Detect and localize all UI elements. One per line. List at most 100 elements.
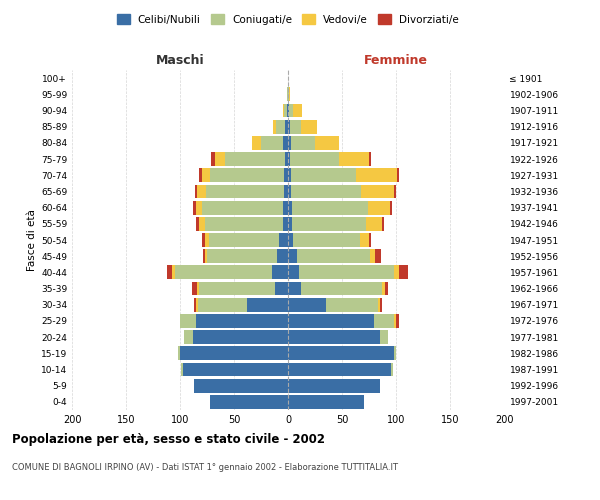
- Bar: [293, 104, 302, 118]
- Bar: [293, 233, 361, 247]
- Bar: [196, 298, 199, 312]
- Bar: [209, 233, 280, 247]
- Bar: [175, 266, 272, 280]
- Bar: [181, 362, 183, 376]
- Bar: [369, 152, 371, 166]
- Bar: [356, 168, 397, 182]
- Bar: [288, 330, 380, 344]
- Bar: [194, 379, 288, 392]
- Bar: [211, 152, 215, 166]
- Bar: [394, 184, 396, 198]
- Bar: [288, 136, 291, 149]
- Bar: [288, 120, 290, 134]
- Bar: [283, 200, 288, 214]
- Bar: [291, 184, 361, 198]
- Bar: [207, 250, 277, 263]
- Bar: [202, 200, 283, 214]
- Bar: [288, 200, 292, 214]
- Bar: [361, 233, 369, 247]
- Y-axis label: Fasce di età: Fasce di età: [27, 209, 37, 271]
- Bar: [288, 282, 301, 296]
- Bar: [380, 330, 388, 344]
- Bar: [301, 282, 382, 296]
- Bar: [288, 184, 291, 198]
- Bar: [361, 184, 394, 198]
- Bar: [382, 217, 384, 230]
- Bar: [291, 168, 356, 182]
- Bar: [202, 233, 205, 247]
- Bar: [285, 120, 288, 134]
- Bar: [195, 184, 197, 198]
- Bar: [292, 217, 366, 230]
- Bar: [397, 168, 399, 182]
- Bar: [199, 298, 247, 312]
- Bar: [193, 330, 288, 344]
- Bar: [192, 282, 197, 296]
- Bar: [210, 395, 288, 409]
- Bar: [288, 233, 293, 247]
- Bar: [399, 266, 408, 280]
- Bar: [288, 88, 289, 101]
- Bar: [288, 346, 394, 360]
- Bar: [199, 217, 205, 230]
- Bar: [206, 184, 284, 198]
- Bar: [368, 200, 389, 214]
- Bar: [215, 152, 226, 166]
- Bar: [272, 266, 288, 280]
- Bar: [291, 136, 315, 149]
- Bar: [366, 217, 382, 230]
- Bar: [284, 168, 288, 182]
- Bar: [389, 200, 392, 214]
- Bar: [376, 250, 381, 263]
- Bar: [292, 200, 368, 214]
- Bar: [339, 152, 369, 166]
- Bar: [374, 314, 394, 328]
- Bar: [288, 152, 290, 166]
- Bar: [247, 298, 288, 312]
- Bar: [184, 330, 193, 344]
- Bar: [288, 104, 289, 118]
- Bar: [183, 362, 288, 376]
- Bar: [326, 298, 377, 312]
- Bar: [296, 250, 370, 263]
- Bar: [226, 152, 285, 166]
- Bar: [289, 104, 293, 118]
- Bar: [370, 250, 376, 263]
- Bar: [172, 266, 175, 280]
- Bar: [382, 282, 385, 296]
- Bar: [276, 120, 285, 134]
- Bar: [290, 120, 301, 134]
- Bar: [180, 314, 196, 328]
- Bar: [391, 362, 393, 376]
- Bar: [299, 266, 394, 280]
- Bar: [203, 250, 205, 263]
- Bar: [199, 282, 275, 296]
- Bar: [394, 314, 396, 328]
- Bar: [199, 168, 202, 182]
- Bar: [396, 314, 399, 328]
- Bar: [284, 104, 287, 118]
- Bar: [283, 136, 288, 149]
- Bar: [197, 184, 206, 198]
- Bar: [288, 362, 391, 376]
- Bar: [289, 88, 290, 101]
- Bar: [315, 136, 339, 149]
- Bar: [287, 104, 288, 118]
- Text: Popolazione per età, sesso e stato civile - 2002: Popolazione per età, sesso e stato civil…: [12, 432, 325, 446]
- Bar: [284, 184, 288, 198]
- Bar: [288, 298, 326, 312]
- Text: Femmine: Femmine: [364, 54, 428, 67]
- Bar: [288, 379, 380, 392]
- Text: Maschi: Maschi: [155, 54, 205, 67]
- Bar: [205, 250, 207, 263]
- Bar: [288, 314, 374, 328]
- Bar: [290, 152, 339, 166]
- Bar: [394, 346, 396, 360]
- Bar: [283, 217, 288, 230]
- Bar: [369, 233, 371, 247]
- Text: COMUNE DI BAGNOLI IRPINO (AV) - Dati ISTAT 1° gennaio 2002 - Elaborazione TUTTIT: COMUNE DI BAGNOLI IRPINO (AV) - Dati IST…: [12, 462, 398, 471]
- Bar: [194, 298, 196, 312]
- Bar: [377, 298, 380, 312]
- Bar: [197, 282, 199, 296]
- Bar: [193, 200, 196, 214]
